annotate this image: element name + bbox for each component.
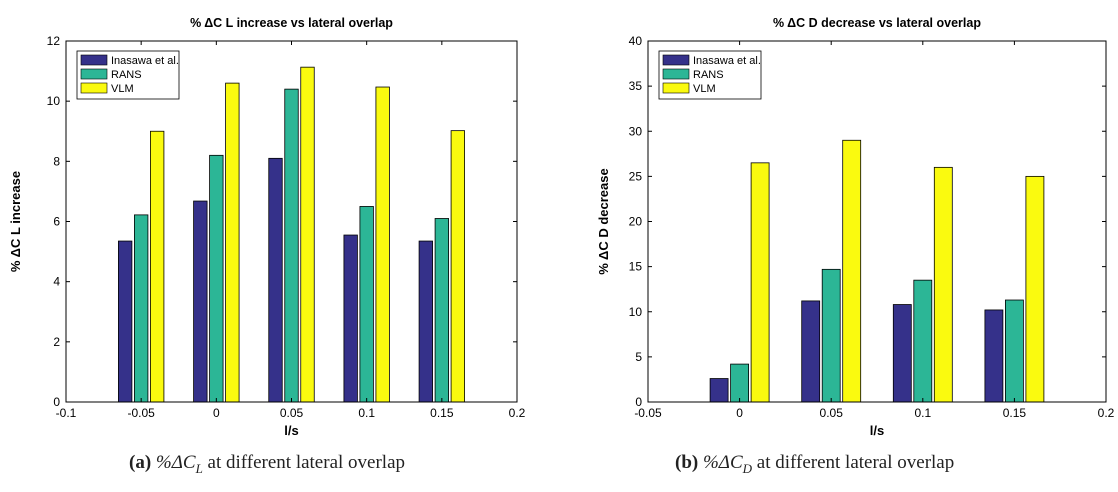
ytick-label-b-7: 35 (629, 79, 643, 93)
xtick-label-a-5: 0.15 (430, 406, 454, 420)
bar-a-2-1 (225, 82, 240, 403)
ytick-label-b-4: 20 (629, 215, 643, 229)
bar-a-2-3 (375, 86, 390, 403)
xtick-label-a-6: 0.2 (509, 406, 526, 420)
bar-b-1-0 (730, 363, 749, 403)
xtick-label-a-3: 0.05 (280, 406, 304, 420)
bar-b-0-2 (892, 304, 912, 403)
caption-b-symbol: %ΔC (702, 452, 743, 473)
bar-a-1-2 (284, 88, 299, 403)
caption-b: (b) %ΔCD at different lateral overlap (675, 452, 954, 477)
bar-a-0-1 (193, 200, 208, 403)
caption-a-symbol: %ΔC (155, 452, 196, 473)
caption-a-text: at different lateral overlap (202, 452, 406, 473)
bar-b-1-3 (1005, 299, 1024, 403)
legend-swatch-b-2 (662, 82, 690, 94)
x-axis-label-b: l/s (870, 423, 884, 438)
legend-label-b-2: VLM (693, 83, 716, 95)
legend-swatch-a-2 (80, 82, 108, 94)
y-axis-label-b: % ΔC D decrease (596, 168, 611, 274)
ytick-label-b-5: 25 (629, 169, 643, 183)
ytick-label-b-6: 30 (629, 124, 643, 138)
bar-a-2-0 (150, 130, 165, 403)
bar-b-2-3 (1025, 175, 1045, 403)
legend-a: Inasawa et al. RANS VLM (76, 50, 180, 100)
ytick-label-a-4: 8 (53, 154, 60, 168)
legend-swatch-b-0 (662, 54, 690, 66)
caption-a-label: (a) (129, 452, 152, 473)
ytick-label-b-2: 10 (629, 305, 643, 319)
ytick-label-a-6: 12 (47, 34, 61, 48)
bar-a-0-4 (418, 240, 433, 403)
x-axis-label-a: l/s (284, 423, 298, 438)
bar-a-1-1 (209, 154, 224, 403)
bar-a-0-0 (118, 240, 133, 403)
legend-label-b-1: RANS (693, 69, 724, 81)
bar-a-0-2 (268, 157, 283, 403)
ytick-label-a-1: 2 (53, 335, 60, 349)
ytick-label-b-3: 15 (629, 260, 643, 274)
chart-title-a: % ΔC L increase vs lateral overlap (190, 16, 393, 30)
caption-a: (a) %ΔCL at different lateral overlap (129, 452, 405, 477)
caption-b-subscript: D (742, 460, 753, 476)
y-axis-label-a: % ΔC L increase (8, 171, 23, 272)
legend-b: Inasawa et al. RANS VLM (658, 50, 762, 100)
bar-a-2-2 (300, 66, 315, 403)
legend-swatch-b-1 (662, 68, 690, 80)
bar-b-0-1 (801, 300, 821, 403)
xtick-label-b-3: 0.1 (914, 406, 931, 420)
ytick-label-a-5: 10 (47, 94, 61, 108)
bar-a-2-4 (450, 130, 465, 403)
xtick-label-b-4: 0.15 (1003, 406, 1027, 420)
bar-b-1-2 (913, 279, 933, 403)
xtick-label-b-2: 0.05 (820, 406, 844, 420)
bar-a-0-3 (343, 234, 358, 403)
bar-a-1-0 (134, 214, 149, 403)
legend-label-a-2: VLM (111, 83, 134, 95)
legend-swatch-a-1 (80, 68, 108, 80)
caption-b-text: at different lateral overlap (752, 452, 955, 473)
legend-label-b-0: Inasawa et al. (693, 55, 761, 67)
bar-b-2-1 (842, 139, 862, 403)
ytick-label-a-3: 6 (53, 215, 60, 229)
caption-a-subscript: L (195, 460, 203, 476)
xtick-label-b-5: 0.2 (1098, 406, 1115, 420)
ytick-label-b-0: 0 (635, 395, 642, 409)
chart-a: -0.1 -0.05 0 0.05 0.1 0.15 0.2 0 2 4 6 8 10 12 % ΔC L … (8, 16, 526, 438)
bar-b-2-2 (933, 166, 953, 403)
xtick-label-a-1: -0.05 (127, 406, 155, 420)
ytick-label-b-1: 5 (635, 350, 642, 364)
ytick-label-b-8: 40 (629, 34, 643, 48)
bar-b-0-0 (709, 378, 729, 403)
ytick-label-a-0: 0 (53, 395, 60, 409)
xtick-label-b-0: -0.05 (634, 406, 662, 420)
bar-b-2-0 (750, 162, 770, 403)
legend-label-a-1: RANS (111, 69, 142, 81)
caption-b-label: (b) (675, 452, 699, 473)
bar-b-1-1 (821, 268, 841, 403)
chart-title-b: % ΔC D decrease vs lateral overlap (773, 16, 981, 30)
bar-b-0-3 (984, 309, 1004, 403)
ytick-label-a-2: 4 (53, 275, 60, 289)
legend-swatch-a-0 (80, 54, 108, 66)
xtick-label-a-4: 0.1 (358, 406, 375, 420)
bar-a-1-4 (434, 218, 449, 403)
bar-a-1-3 (359, 206, 374, 403)
xtick-label-a-0: -0.1 (56, 406, 77, 420)
xtick-label-b-1: 0 (736, 406, 743, 420)
legend-label-a-0: Inasawa et al. (111, 55, 179, 67)
xtick-label-a-2: 0 (213, 406, 220, 420)
